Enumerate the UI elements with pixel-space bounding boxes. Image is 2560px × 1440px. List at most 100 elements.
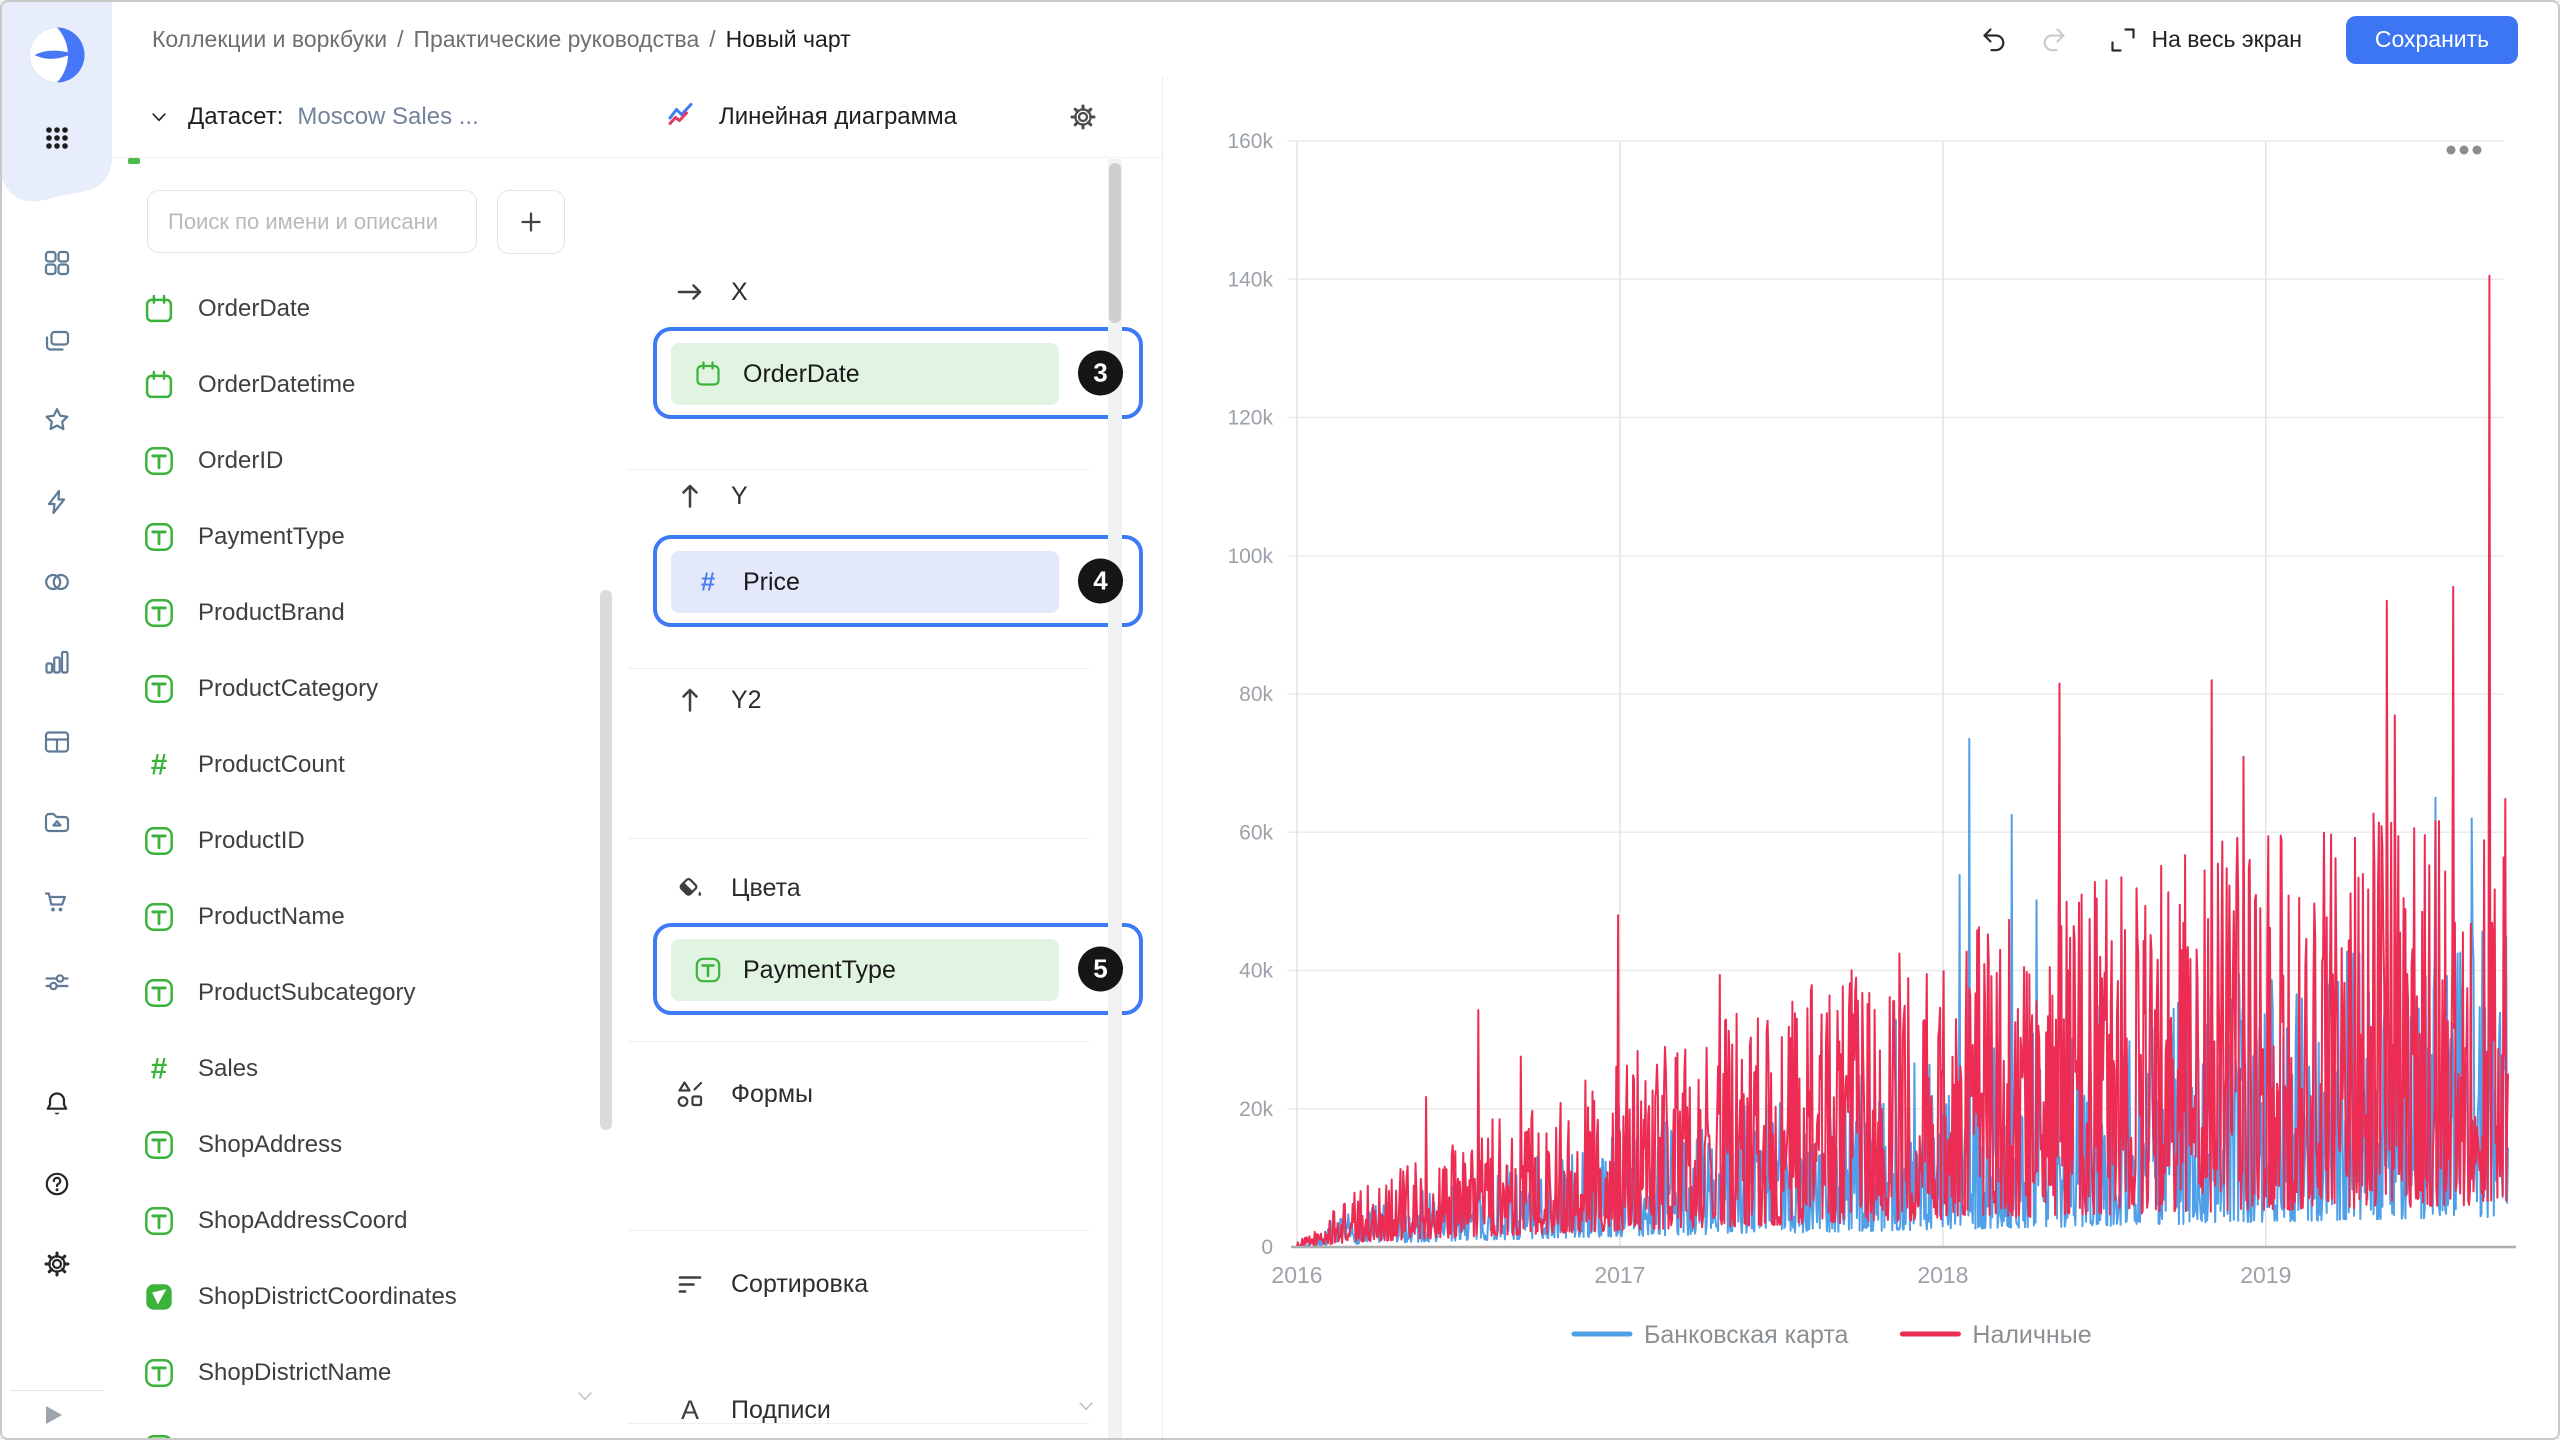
dataset-name-link[interactable]: Moscow Sales ... — [297, 103, 479, 130]
dataset-scrollbar[interactable] — [600, 590, 612, 1130]
type-t-icon — [142, 520, 176, 554]
collapse-sidebar-icon[interactable] — [38, 1400, 68, 1430]
sidebar-item-grid-squares-icon[interactable] — [42, 248, 72, 278]
field-name: OrderID — [198, 447, 284, 474]
line-chart-icon — [667, 102, 697, 132]
field-item-ShopAddress[interactable]: ShopAddress — [112, 1107, 627, 1183]
chart-settings-gear-icon[interactable] — [1068, 102, 1098, 132]
add-field-button[interactable] — [497, 190, 565, 254]
fields-list: OrderDate OrderDatetime OrderID PaymentType… — [112, 271, 627, 1438]
calendar-icon — [693, 359, 723, 389]
shelf-colors-field[interactable]: PaymentType — [671, 939, 1059, 1001]
sidebar-item-star-icon[interactable] — [42, 405, 72, 435]
sidebar-item-bar-chart-icon[interactable] — [42, 647, 72, 677]
field-item-ShopDistrictCoordinates[interactable]: ShopDistrictCoordinates — [112, 1259, 627, 1335]
shelf-x-field-name: OrderDate — [743, 359, 860, 388]
save-button[interactable]: Сохранить — [2346, 15, 2518, 64]
chart-config-panel: Линейная диаграмма X OrderDate 3 Y # Pri… — [627, 77, 1163, 1438]
svg-text:Банковская карта: Банковская карта — [1644, 1321, 1849, 1349]
paint-bucket-icon — [675, 873, 705, 903]
svg-text:120k: 120k — [1227, 407, 1273, 430]
field-name: ProductName — [198, 903, 345, 930]
field-item-ProductCount[interactable]: # ProductCount — [112, 727, 627, 803]
svg-text:2017: 2017 — [1594, 1262, 1645, 1288]
undo-icon[interactable] — [1980, 25, 2010, 55]
hash-icon: # — [142, 1052, 176, 1086]
shelf-y-field[interactable]: # Price — [671, 551, 1059, 613]
chart-type-selector[interactable]: Линейная диаграмма — [719, 103, 957, 130]
field-item-ProductName[interactable]: ProductName — [112, 879, 627, 955]
field-item-ProductSubcategory[interactable]: ProductSubcategory — [112, 955, 627, 1031]
tutorial-highlight-y: # Price 4 — [653, 535, 1143, 627]
section-labels-label: Подписи — [731, 1395, 831, 1424]
sidebar-item-help-icon[interactable] — [42, 1169, 72, 1199]
sidebar-item-sliders-icon[interactable] — [42, 967, 72, 997]
step-badge-3: 3 — [1078, 350, 1123, 396]
sidebar-item-circles-icon[interactable] — [42, 567, 72, 597]
type-t-icon — [142, 672, 176, 706]
svg-text:#: # — [701, 567, 716, 597]
sidebar-item-bell-icon[interactable] — [42, 1089, 72, 1119]
sort-icon — [675, 1269, 705, 1299]
field-item-ProductBrand[interactable]: ProductBrand — [112, 575, 627, 651]
sidebar-item-table-icon[interactable] — [42, 727, 72, 757]
chevron-down-icon[interactable] — [148, 106, 170, 128]
arrow-up-icon — [675, 481, 705, 511]
svg-text:140k: 140k — [1227, 268, 1273, 291]
breadcrumb-item[interactable]: Практические руководства — [413, 26, 700, 52]
svg-text:2019: 2019 — [2240, 1262, 2291, 1288]
line-chart-canvas: 0 20k 40k 60k 80k 100k 120k 140k 160k 2016 2017 201… — [1227, 130, 2516, 1349]
legend-item[interactable]: Банковская карта — [1571, 1321, 1849, 1349]
sidebar-item-lightning-icon[interactable] — [42, 487, 72, 517]
field-item-ShopID[interactable]: ShopID — [112, 1411, 627, 1438]
field-item-OrderDatetime[interactable]: OrderDatetime — [112, 347, 627, 423]
sidebar-item-cart-icon[interactable] — [42, 887, 72, 917]
section-labels: A Подписи — [675, 1395, 831, 1425]
field-name: ShopDistrictCoordinates — [198, 1283, 457, 1310]
search-input[interactable] — [147, 190, 477, 253]
legend-item[interactable]: Наличные — [1899, 1321, 2092, 1349]
field-item-ShopAddressCoord[interactable]: ShopAddressCoord — [112, 1183, 627, 1259]
breadcrumb-separator: / — [397, 26, 404, 52]
field-name: ShopAddressCoord — [198, 1207, 408, 1234]
section-shapes: Формы — [675, 1079, 813, 1109]
field-name: ShopDistrictName — [198, 1359, 392, 1386]
svg-text:40k: 40k — [1239, 960, 1273, 983]
field-name: ShopID — [198, 1435, 278, 1438]
svg-text:2018: 2018 — [1917, 1262, 1968, 1288]
field-item-PaymentType[interactable]: PaymentType — [112, 499, 627, 575]
field-name: OrderDatetime — [198, 371, 356, 398]
field-name: ProductBrand — [198, 599, 345, 626]
top-bar: Коллекции и воркбуки / Практические руково… — [112, 2, 2558, 78]
redo-icon[interactable] — [2038, 25, 2068, 55]
chart-menu-button[interactable] — [2446, 145, 2482, 155]
field-item-OrderDate[interactable]: OrderDate — [112, 271, 627, 347]
breadcrumb-item[interactable]: Коллекции и воркбуки — [152, 26, 388, 52]
section-y: Y — [675, 481, 748, 511]
section-sorting: Сортировка — [675, 1269, 868, 1299]
datalens-logo[interactable] — [28, 26, 86, 84]
apps-grid-icon[interactable] — [42, 123, 72, 153]
svg-text:60k: 60k — [1239, 821, 1273, 844]
shelf-x-field[interactable]: OrderDate — [671, 343, 1059, 405]
sidebar-item-gear-icon[interactable] — [42, 1249, 72, 1279]
dataset-header: Датасет: Moscow Sales ... — [112, 77, 627, 158]
field-item-ShopDistrictName[interactable]: ShopDistrictName — [112, 1335, 627, 1411]
arrow-up-icon — [675, 685, 705, 715]
field-item-OrderID[interactable]: OrderID — [112, 423, 627, 499]
arrow-right-icon — [675, 277, 705, 307]
sidebar-item-folder-icon[interactable] — [42, 807, 72, 837]
svg-text:100k: 100k — [1227, 545, 1273, 568]
field-item-ProductID[interactable]: ProductID — [112, 803, 627, 879]
field-name: OrderDate — [198, 295, 311, 322]
field-item-ProductCategory[interactable]: ProductCategory — [112, 651, 627, 727]
fullscreen-button[interactable]: На весь экран — [2108, 25, 2302, 55]
field-item-Sales[interactable]: # Sales — [112, 1031, 627, 1107]
svg-text:160k: 160k — [1227, 130, 1273, 153]
section-x: X — [675, 277, 748, 307]
geo-icon — [142, 1280, 176, 1314]
breadcrumb-item: Новый чарт — [725, 26, 851, 52]
sidebar-item-collections-icon[interactable] — [42, 327, 72, 357]
config-scrollbar-thumb[interactable] — [1109, 163, 1121, 323]
